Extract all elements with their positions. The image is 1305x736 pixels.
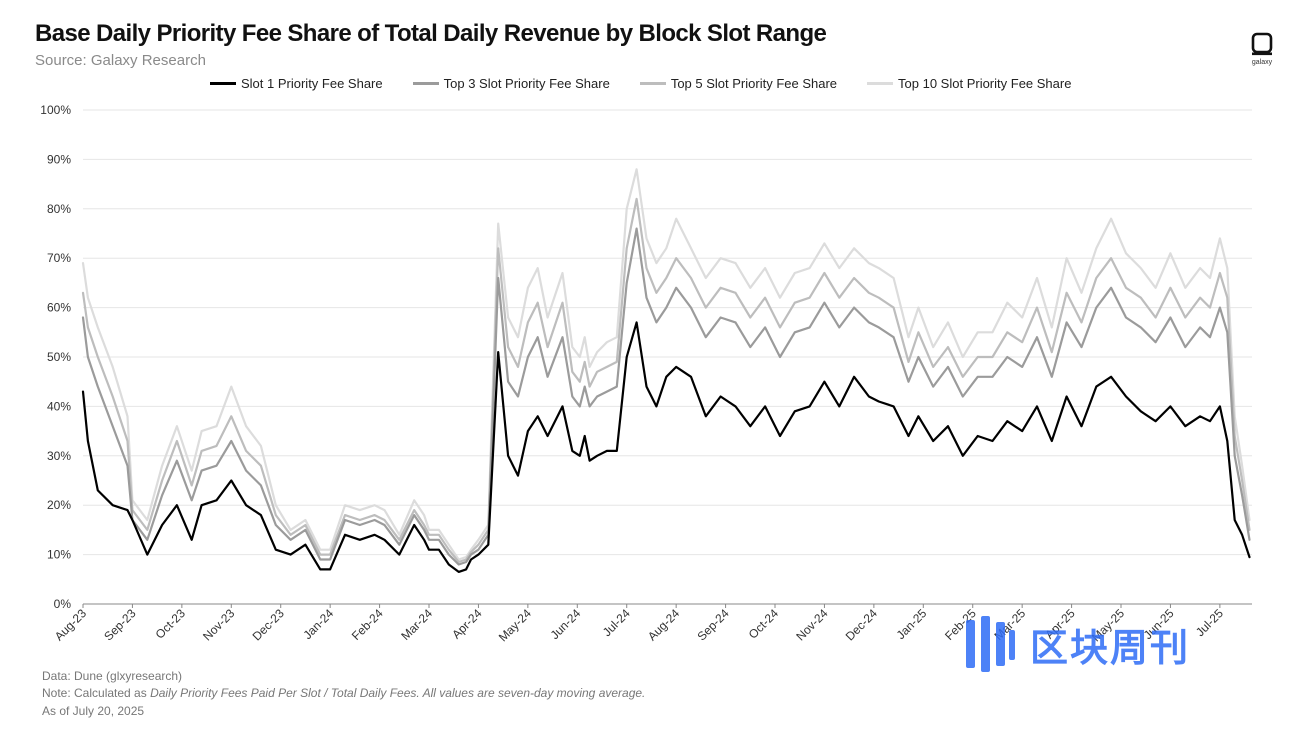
x-tick-label: Dec-24	[843, 606, 880, 643]
legend-label-top5: Top 5 Slot Priority Fee Share	[670, 76, 838, 91]
chart-source: Source: Galaxy Research	[35, 52, 206, 69]
footnote-note: Note: Calculated as Daily Priority Fees …	[42, 686, 645, 700]
y-tick-label: 10%	[47, 548, 71, 562]
legend-swatch-top5	[639, 82, 666, 85]
series-line-top5	[81, 197, 1251, 564]
footnote-as-of: As of July 20, 2025	[42, 704, 145, 718]
y-tick-label: 30%	[47, 449, 71, 463]
legend-item-slot1: Slot 1 Priority Fee Share	[210, 76, 383, 91]
x-tick-label: Jun-24	[548, 606, 584, 642]
x-tick-label: Jan-25	[894, 606, 930, 642]
x-tick-label: Nov-23	[200, 606, 237, 643]
watermark-text: 区块周刊	[1030, 627, 1191, 670]
legend-swatch-top10	[867, 82, 894, 85]
legend-label-top3: Top 3 Slot Priority Fee Share	[443, 76, 610, 91]
watermark: 区块周刊	[960, 612, 1190, 676]
x-tick-label: Feb-24	[349, 606, 386, 643]
y-tick-label: 100%	[40, 103, 71, 117]
legend-item-top10: Top 10 Slot Priority Fee Share	[867, 76, 1071, 91]
x-tick-label: Aug-24	[645, 606, 682, 643]
footnote-note-formula: Daily Priority Fees Paid Per Slot / Tota…	[150, 686, 646, 700]
x-tick-label: May-24	[496, 606, 534, 644]
series-line-top10	[81, 168, 1251, 561]
y-tick-label: 0%	[54, 597, 72, 611]
x-tick-label: Jan-24	[300, 606, 336, 642]
series-line-top3	[81, 227, 1251, 566]
galaxy-logo: galaxy	[1240, 32, 1284, 66]
x-tick-label: Sep-24	[694, 606, 731, 643]
x-tick-label: Oct-24	[746, 606, 782, 642]
x-tick-label: Dec-23	[250, 606, 287, 643]
y-tick-label: 80%	[47, 202, 71, 216]
x-tick-label: Aug-23	[52, 606, 89, 643]
footnote-note-prefix: Note: Calculated as	[42, 686, 151, 700]
galaxy-logo-text: galaxy	[1251, 59, 1273, 66]
x-tick-label: Nov-24	[793, 606, 830, 643]
legend-item-top3: Top 3 Slot Priority Fee Share	[412, 76, 610, 91]
x-tick-label: Mar-24	[398, 606, 435, 643]
legend-label-slot1: Slot 1 Priority Fee Share	[241, 76, 383, 91]
chart-title: Base Daily Priority Fee Share of Total D…	[35, 20, 827, 47]
x-tick-label: Apr-24	[449, 606, 485, 642]
x-tick-label: Jul-24	[600, 606, 633, 639]
x-tick-label: Oct-23	[153, 606, 189, 642]
legend-swatch-top3	[412, 82, 439, 85]
legend-item-top5: Top 5 Slot Priority Fee Share	[639, 76, 838, 91]
y-tick-label: 50%	[47, 350, 71, 364]
legend-swatch-slot1	[210, 82, 236, 85]
footnote-data: Data: Dune (glxyresearch)	[42, 669, 183, 683]
chart-legend: Slot 1 Priority Fee Share Top 3 Slot Pri…	[210, 76, 1101, 91]
y-tick-label: 60%	[47, 301, 71, 315]
x-tick-label: Sep-23	[101, 606, 138, 643]
bars-logo-icon	[966, 616, 1015, 672]
y-tick-label: 40%	[47, 399, 71, 413]
y-tick-label: 70%	[47, 251, 71, 265]
x-tick-label: Jul-25	[1193, 606, 1226, 639]
y-tick-label: 20%	[47, 498, 71, 512]
legend-label-top10: Top 10 Slot Priority Fee Share	[898, 76, 1072, 91]
galaxy-logo-icon	[1251, 32, 1273, 56]
series-line-slot1	[81, 321, 1251, 573]
y-tick-label: 90%	[47, 152, 71, 166]
